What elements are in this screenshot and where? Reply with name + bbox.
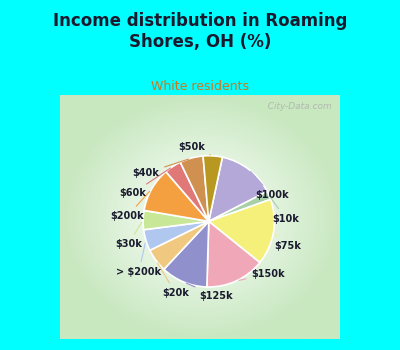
Text: $100k: $100k xyxy=(250,172,288,200)
Text: $20k: $20k xyxy=(158,263,189,298)
Wedge shape xyxy=(209,157,267,222)
Text: $150k: $150k xyxy=(239,269,285,280)
Text: $125k: $125k xyxy=(186,283,232,301)
Text: $50k: $50k xyxy=(178,142,210,155)
Wedge shape xyxy=(143,210,209,230)
Wedge shape xyxy=(209,191,270,222)
Text: City-Data.com: City-Data.com xyxy=(262,102,332,111)
Wedge shape xyxy=(164,222,209,287)
Wedge shape xyxy=(166,162,209,222)
Text: $10k: $10k xyxy=(271,198,299,224)
Text: $60k: $60k xyxy=(119,168,170,198)
Text: Income distribution in Roaming
Shores, OH (%): Income distribution in Roaming Shores, O… xyxy=(53,12,347,51)
Text: White residents: White residents xyxy=(151,80,249,93)
Wedge shape xyxy=(150,222,209,269)
Wedge shape xyxy=(144,222,209,250)
Wedge shape xyxy=(203,156,222,222)
Text: $30k: $30k xyxy=(115,222,142,249)
Wedge shape xyxy=(180,156,209,222)
Wedge shape xyxy=(144,172,209,222)
Text: $75k: $75k xyxy=(274,234,301,251)
Wedge shape xyxy=(207,222,260,287)
Text: > $200k: > $200k xyxy=(116,243,161,277)
Text: $40k: $40k xyxy=(132,159,189,178)
Text: $200k: $200k xyxy=(110,191,150,221)
Wedge shape xyxy=(209,199,274,262)
